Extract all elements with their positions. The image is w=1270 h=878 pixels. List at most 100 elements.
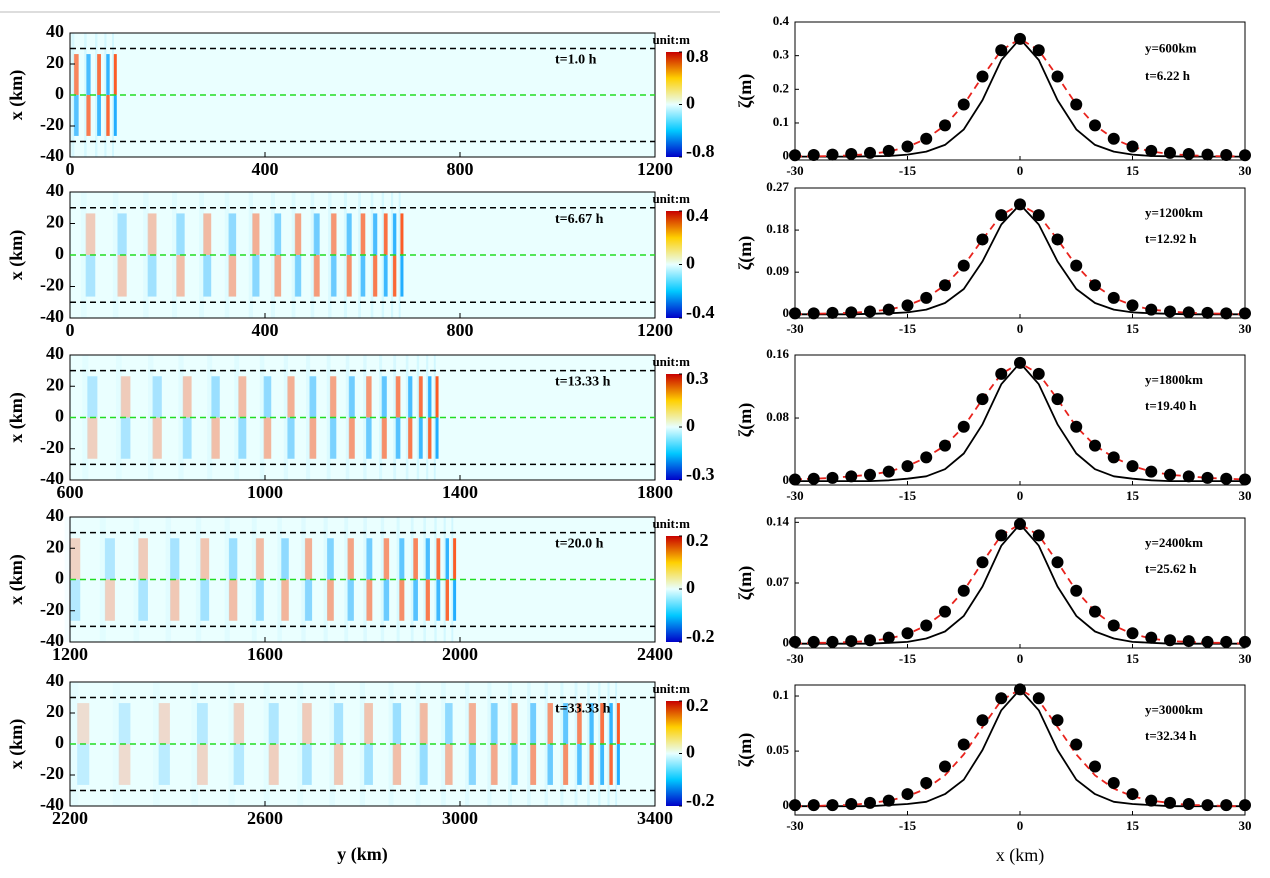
wave-crest — [407, 376, 413, 418]
wave-halo — [165, 517, 172, 642]
data-point — [1145, 144, 1158, 157]
wave-crest — [346, 255, 352, 297]
wave-crest — [233, 744, 245, 785]
wave-crest — [228, 579, 238, 621]
wave-crest — [97, 95, 101, 136]
x-tick-label: 1200 — [52, 644, 88, 664]
wave-halo — [306, 355, 311, 480]
x-tick-label: -30 — [786, 163, 803, 178]
wave-halo — [207, 355, 213, 480]
data-point — [882, 631, 895, 644]
y-tick-label: -20 — [40, 763, 64, 783]
y-tick-label: 0 — [55, 568, 64, 588]
data-point — [1201, 306, 1214, 319]
wave-crest — [104, 538, 115, 580]
wave-crest — [268, 703, 279, 744]
data-point — [789, 799, 801, 812]
wave-crest — [304, 579, 313, 621]
wave-halo — [508, 682, 512, 806]
wave-crest — [547, 703, 553, 744]
colorbar-tick-label: 0 — [686, 415, 695, 435]
wave-halo — [133, 517, 140, 642]
data-point — [807, 799, 820, 812]
wave-crest — [392, 255, 397, 297]
wave-halo — [64, 517, 71, 642]
x-tick-label: 2200 — [52, 808, 88, 828]
wave-crest — [364, 703, 373, 744]
wave-crest — [360, 255, 366, 297]
wave-crest — [287, 417, 295, 459]
data-point — [939, 439, 951, 452]
wave-crest — [117, 255, 127, 297]
colorbar-tick-label: 0.4 — [686, 205, 709, 225]
y-tick-label: 20 — [46, 52, 64, 72]
data-point — [1032, 209, 1045, 222]
wave-crest — [274, 213, 282, 255]
wave-crest — [69, 579, 81, 621]
y-tick-label: -20 — [40, 275, 64, 295]
x-tick-label: 30 — [1239, 163, 1252, 178]
data-point — [807, 148, 820, 161]
x-tick-label: 2600 — [247, 808, 283, 828]
wave-crest — [333, 703, 344, 744]
data-point — [845, 147, 858, 160]
wave-crest — [444, 703, 453, 744]
data-point — [1220, 472, 1233, 485]
wave-crest — [333, 744, 344, 785]
wave-halo — [426, 355, 429, 480]
data-point — [901, 299, 914, 312]
y-tick-label: 0.27 — [766, 179, 789, 194]
colorbar-tick-label: -0.2 — [686, 626, 715, 646]
wave-crest — [419, 744, 428, 785]
wave-halo — [416, 355, 420, 480]
wave-crest — [562, 703, 569, 744]
wave-crest — [418, 417, 423, 459]
data-point — [1032, 367, 1045, 380]
x-tick-label: 15 — [1126, 163, 1140, 178]
wave-crest — [589, 703, 594, 744]
colorbar-tick-label: 0.2 — [686, 695, 709, 715]
wave-crest — [530, 744, 537, 785]
y-tick-label: 0.16 — [766, 346, 789, 361]
data-point — [882, 794, 895, 807]
wave-crest — [383, 213, 388, 255]
data-point — [1126, 627, 1139, 640]
time-annotation: t=12.92 h — [1145, 231, 1197, 246]
x-tick-label: 30 — [1239, 321, 1252, 336]
wave-crest — [120, 376, 131, 418]
x-tick-label: 15 — [1126, 321, 1140, 336]
y-tick-label: 0 — [783, 797, 790, 812]
data-point — [1220, 307, 1233, 320]
data-point — [901, 140, 914, 153]
data-point — [1164, 468, 1176, 481]
data-point — [1032, 529, 1045, 542]
wave-crest — [366, 417, 372, 459]
x-tick-label: 800 — [447, 320, 474, 340]
y-tick-label: 0.3 — [773, 47, 790, 62]
wave-crest — [97, 54, 101, 95]
wave-halo — [615, 682, 618, 806]
data-point — [1164, 796, 1176, 809]
wave-crest — [228, 213, 237, 255]
wave-crest — [86, 95, 91, 136]
x-tick-label: 0 — [66, 320, 75, 340]
wave-crest — [600, 703, 605, 744]
wave-crest — [425, 579, 430, 621]
wave-crest — [511, 744, 518, 785]
time-annotation: t=13.33 h — [555, 375, 611, 390]
data-point — [1089, 119, 1101, 132]
wave-crest — [383, 538, 390, 580]
wave-crest — [616, 744, 620, 785]
y-tick-label: 40 — [46, 670, 64, 690]
y-tick-label: 0.2 — [773, 80, 789, 95]
data-point — [1070, 259, 1083, 272]
wave-crest — [436, 538, 441, 580]
wave-crest — [263, 417, 272, 459]
x-tick-label: 1800 — [637, 482, 673, 502]
wave-crest — [576, 703, 582, 744]
data-point — [957, 420, 970, 433]
time-annotation: t=6.22 h — [1145, 68, 1191, 83]
plot-frame — [794, 684, 1246, 816]
data-point — [1107, 777, 1120, 790]
data-point — [1014, 198, 1026, 211]
